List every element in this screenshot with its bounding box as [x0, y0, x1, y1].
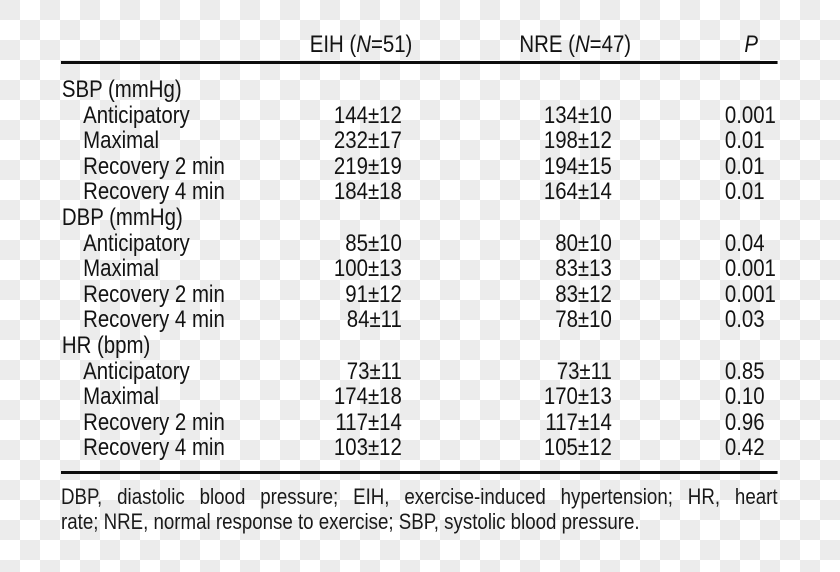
row-label: Recovery 4 min: [83, 434, 225, 462]
cell-eih: 73±11: [346, 357, 402, 385]
table-row: Recovery 4 min 103±12 105±12 0.42: [61, 435, 778, 461]
col-header-nre-count: =47): [589, 31, 632, 58]
cell-nre: 134±10: [543, 101, 612, 129]
table-top-rule: [61, 61, 778, 64]
cell-p: 0.03: [724, 306, 765, 334]
cell-eih: 84±11: [346, 306, 402, 334]
cell-p: 0.001: [724, 255, 776, 283]
table-row: Recovery 2 min 91±12 83±12 0.001: [61, 282, 778, 308]
row-label: Recovery 4 min: [83, 306, 225, 334]
footnote-line-1: DBP, diastolic blood pressure; EIH, exer…: [61, 484, 778, 509]
footnote-line-2: rate; NRE, normal response to exercise; …: [61, 509, 640, 535]
col-header-nre: NRE (N=47): [490, 33, 660, 57]
cell-p: 0.01: [724, 127, 765, 155]
row-label: Maximal: [83, 127, 160, 155]
cell-nre: 73±11: [556, 357, 612, 385]
col-header-eih: EIH (N=51): [276, 33, 446, 57]
table-row: Maximal 100±13 83±13 0.001: [61, 256, 778, 282]
cell-nre: 105±12: [543, 434, 612, 462]
cell-p: 0.01: [724, 152, 765, 180]
cell-nre: 83±12: [555, 280, 612, 308]
cell-p: 0.001: [724, 101, 776, 129]
cell-eih: 117±14: [335, 408, 402, 436]
table-footnote: DBP, diastolic blood pressure; EIH, exer…: [61, 484, 778, 535]
row-label: Recovery 2 min: [83, 408, 225, 436]
row-label: Anticipatory: [83, 357, 190, 385]
table-row: Recovery 2 min 117±14 117±14 0.96: [61, 410, 778, 436]
row-label: Recovery 2 min: [83, 152, 225, 180]
row-label: SBP (mmHg): [61, 76, 182, 103]
row-label: HR (bpm): [61, 331, 151, 359]
table-row: Maximal 232±17 198±12 0.01: [61, 128, 778, 154]
col-header-eih-text: EIH (: [309, 31, 357, 58]
row-label: Recovery 4 min: [83, 178, 225, 206]
cell-nre: 78±10: [555, 306, 612, 334]
table-row: Anticipatory 85±10 80±10 0.04: [61, 229, 778, 257]
row-label: Anticipatory: [83, 229, 190, 257]
col-header-nre-text: NRE (: [519, 31, 575, 58]
row-label: DBP (mmHg): [61, 203, 183, 231]
cell-p: 0.01: [724, 178, 765, 206]
cell-nre: 164±14: [543, 178, 612, 206]
cell-eih: 100±13: [333, 255, 402, 283]
cell-p: 0.96: [724, 408, 765, 436]
cell-eih: 184±18: [333, 178, 402, 206]
cell-eih: 219±19: [333, 152, 402, 180]
table-body: SBP (mmHg) Anticipatory 144±12 134±10 0.001 M…: [61, 77, 778, 461]
cell-p: 0.85: [724, 357, 765, 385]
table-row: Maximal 174±18 170±13 0.10: [61, 384, 778, 410]
cell-eih: 174±18: [333, 383, 402, 411]
table-group-row: HR (bpm): [61, 333, 778, 359]
row-label: Maximal: [83, 383, 160, 411]
cell-nre: 194±15: [543, 152, 612, 180]
cell-eih: 232±17: [333, 127, 402, 155]
cell-eih: 103±12: [333, 434, 402, 462]
cell-p: 0.001: [724, 280, 776, 308]
col-header-eih-count: =51): [370, 31, 413, 58]
cell-p: 0.04: [724, 229, 765, 257]
col-header-nre-n: N: [574, 31, 590, 58]
cell-nre: 198±12: [543, 127, 612, 155]
row-label: Maximal: [83, 255, 160, 283]
table-row: Recovery 4 min 184±18 164±14 0.01: [61, 179, 778, 205]
table-bottom-rule: [61, 471, 778, 474]
cell-eih: 144±12: [333, 101, 402, 129]
cell-p: 0.42: [724, 434, 765, 462]
cell-nre: 117±14: [545, 408, 612, 436]
table-row: Anticipatory 144±12 134±10 0.001: [61, 101, 778, 129]
col-header-eih-n: N: [356, 31, 371, 58]
cell-nre: 170±13: [543, 383, 612, 411]
table-group-row: SBP (mmHg): [61, 77, 778, 103]
table-row: Anticipatory 73±11 73±11 0.85: [61, 357, 778, 385]
cell-nre: 80±10: [555, 229, 612, 257]
row-label: Anticipatory: [83, 101, 190, 129]
table-group-row: DBP (mmHg): [61, 205, 778, 231]
cell-eih: 85±10: [345, 229, 402, 257]
table-row: Recovery 2 min 219±19 194±15 0.01: [61, 154, 778, 180]
row-label: Recovery 2 min: [83, 280, 225, 308]
cell-nre: 83±13: [555, 255, 612, 283]
cell-p: 0.10: [724, 383, 765, 411]
table-header-row: EIH (N=51) NRE (N=47) P: [61, 33, 778, 57]
cell-eih: 91±12: [345, 280, 402, 308]
results-table: EIH (N=51) NRE (N=47) P SBP (mmHg) Antici…: [61, 0, 778, 572]
col-header-p: P: [744, 31, 758, 58]
table-row: Recovery 4 min 84±11 78±10 0.03: [61, 307, 778, 333]
